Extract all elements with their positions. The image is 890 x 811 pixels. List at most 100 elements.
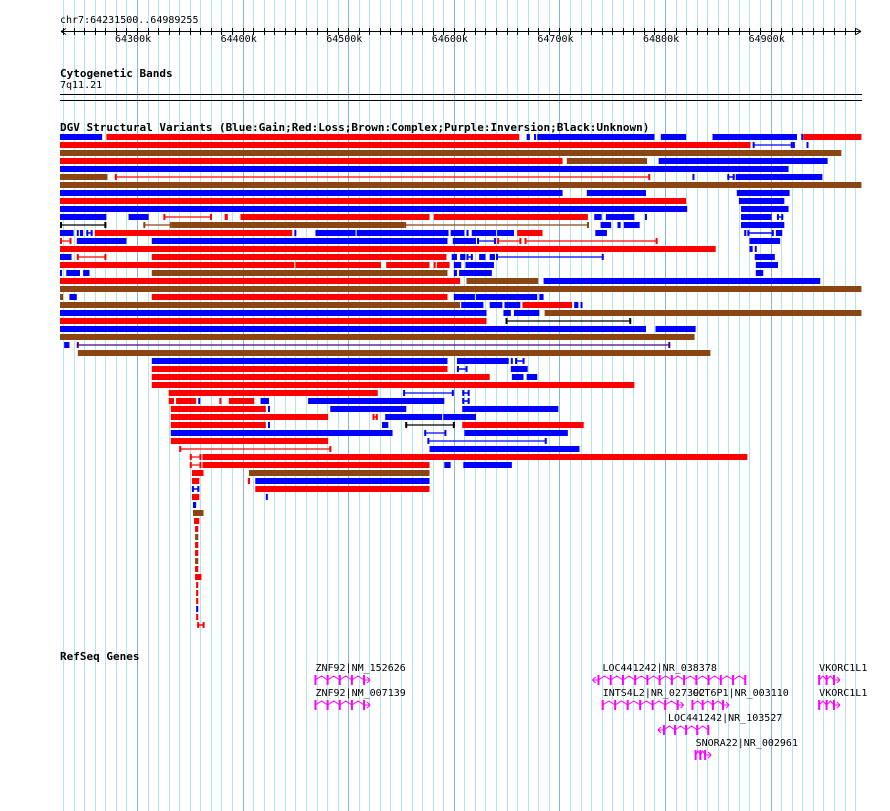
dgv-feature [60,262,295,268]
dgv-feature [196,606,199,612]
dgv-feature [60,174,108,180]
dgv-feature [60,302,461,308]
dgv-feature [60,230,74,236]
gene-model[interactable] [657,725,710,735]
dgv-feature-end [189,454,192,460]
gene-label[interactable]: INTS4L2|NR_027392 [602,688,706,699]
dgv-feature [465,262,494,268]
dgv-feature [267,406,270,412]
gene-model[interactable] [314,675,371,685]
dgv-feature-end [60,238,62,244]
exon [326,700,329,710]
exon [670,675,673,685]
dgv-feature [198,398,201,404]
dgv-feature [248,470,430,476]
dgv-track-title[interactable]: DGV Structural Variants (Blue:Gain;Red:L… [60,121,650,134]
dgv-feature [712,134,797,140]
dgv-feature [196,614,199,620]
dgv-feature [566,158,648,164]
dgv-feature-end [76,254,79,260]
dgv-feature [260,398,269,404]
dgv-feature-end [403,390,406,396]
dgv-feature-end [586,222,589,228]
dgv-feature [775,230,783,236]
gene-label[interactable]: ZNF92|NM_007139 [315,688,406,699]
refseq-track-title[interactable]: RefSeq Genes [60,650,140,663]
dgv-feature [754,246,757,252]
gene-label[interactable]: ZNF92|NM_152626 [315,663,406,674]
dgv-feature [452,238,476,244]
gene-model[interactable] [694,750,712,760]
exon [338,675,341,685]
dgv-feature [247,478,250,484]
gene-model[interactable] [601,700,685,710]
dgv-feature-end [519,238,522,244]
strand-arrow-icon [833,701,841,709]
exon [338,700,341,710]
gene-model[interactable] [314,700,371,710]
dgv-feature [240,214,430,220]
dgv-feature [60,214,107,220]
gene-label[interactable]: SNORA22|NR_002961 [695,738,798,749]
dgv-feature-end [781,214,784,220]
dgv-feature [489,302,503,308]
strand-arrow-icon [833,676,841,684]
dgv-feature [60,270,63,276]
dgv-feature [195,542,199,548]
dgv-feature [444,462,451,468]
gene-model[interactable] [592,675,747,685]
gene-label[interactable]: CCT6P1|NR_003110 [692,688,789,699]
dgv-feature [462,406,559,412]
gene-model[interactable] [818,675,841,685]
dgv-feature [526,374,538,380]
dgv-feature [749,246,753,252]
gene-label[interactable]: VKORC1L1 [819,688,868,699]
dgv-feature-end [104,222,107,228]
ruler-tick-label: 64800k [643,34,680,45]
dgv-feature [60,334,695,340]
exon [711,700,714,710]
dgv-feature-end [375,414,378,420]
dgv-feature [741,206,789,212]
dgv-feature [195,566,199,572]
dgv-feature [738,198,785,204]
gene-model[interactable] [818,700,841,710]
dgv-feature [586,190,646,196]
dgv-feature-end [90,230,93,236]
cytoband-label: 7q11.21 [60,80,103,91]
dgv-feature [803,134,862,140]
gene-label[interactable]: VKORC1L1 [819,663,868,674]
dgv-feature [315,230,356,236]
dgv-feature [543,278,821,284]
dgv-feature [544,310,862,316]
dgv-feature [195,574,202,580]
dgv-feature [741,222,785,228]
intron-line [692,700,724,706]
dgv-feature [151,382,635,388]
dgv-feature [460,254,466,260]
exon [744,675,747,685]
exon [621,675,624,685]
dgv-feature [755,262,778,268]
dgv-feature [255,478,430,484]
dgv-feature [202,462,430,468]
dgv-feature-end [60,222,62,228]
dgv-feature-end [522,358,525,364]
gene-label[interactable]: LOC441242|NR_038378 [602,663,717,674]
exon [699,750,702,760]
gene-model[interactable] [691,700,730,710]
dgv-feature [168,390,378,396]
strand-arrow-icon [364,676,371,684]
gene-label[interactable]: LOC441242|NR_103527 [667,713,783,724]
dgv-feature [806,142,809,148]
dgv-feature [170,430,393,436]
dgv-feature-end [494,238,497,244]
ruler-right-arrow-icon [855,28,862,35]
dgv-feature-end [790,142,793,148]
dgv-feature [617,222,621,228]
cytoband-track-title[interactable]: Cytogenetic Bands [60,67,173,80]
dgv-feature [94,230,293,236]
dgv-feature [330,406,407,412]
dgv-feature [60,318,487,324]
